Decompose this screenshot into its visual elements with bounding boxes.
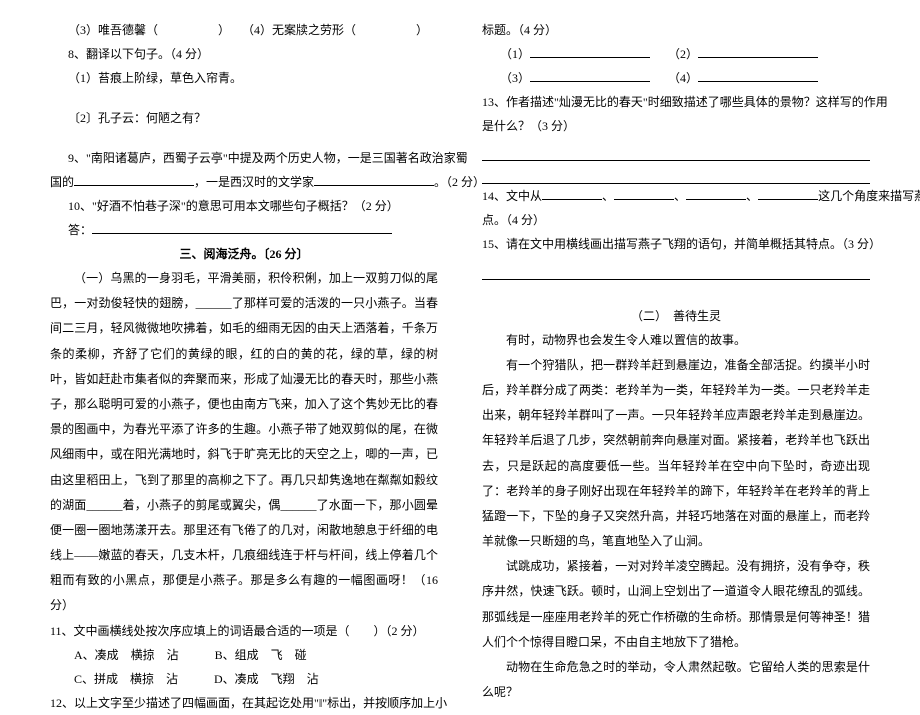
q13-b: 是什么？（3 分） (482, 114, 870, 138)
fill-2-label: （2） (674, 47, 698, 61)
q11-opts-ab: A、凑成 横掠 沾 B、组成 飞 碰 (50, 643, 438, 667)
fill-1-label: （1） (500, 47, 530, 61)
q12-fill-row2: （3） （4） (482, 66, 870, 90)
q11-opts-cd: C、拼成 横掠 沾 D、凑成 飞翔 沾 (50, 667, 438, 691)
blank (530, 70, 650, 82)
q10: 10、"好酒不怕巷子深"的意思可用本文哪些句子概括？（2 分） (50, 194, 438, 218)
q12-tail: 标题。（4 分） (482, 18, 870, 42)
q8-2: 〔2〕孔子云：何陋之有？ (50, 106, 438, 130)
title2: （二） 善待生灵 (482, 304, 870, 328)
answer-line (482, 260, 870, 279)
q12: 12、以上文字至少描述了四幅画面，在其起讫处用"‖"标出，并按顺序加上小 (50, 691, 438, 715)
p3: 试跳成功，紧接着，一对对羚羊凌空腾起。没有拥挤，没有争夺，秩序井然，快速飞跃。顿… (482, 554, 870, 655)
q8: 8、翻译以下句子。（4 分） (50, 42, 438, 66)
q8-1: （1）苔痕上阶绿，草色入帘青。 (50, 66, 438, 90)
q15: 15、请在文中用横线画出描写燕子飞翔的语句，并简单概括其特点。（3 分） (482, 232, 870, 256)
answer-line (482, 142, 870, 161)
passage1: （一）乌黑的一身羽毛，平滑美丽，积伶积俐，加上一双剪刀似的尾巴，一对劲俊轻快的翅… (50, 266, 438, 619)
blank (614, 188, 674, 200)
q14-tail: 这几个角度来描写燕子的特 (818, 189, 920, 203)
blank (758, 188, 818, 200)
p4: 动物在生命危急之时的举动，令人肃然起敬。它留给人类的思索是什么呢？ (482, 655, 870, 705)
q10-ans: 答： (50, 218, 438, 242)
q10-ans-label: 答： (68, 223, 92, 237)
blank (530, 46, 650, 58)
section3-title: 三、阅海泛舟。〔26 分〕 (50, 242, 438, 266)
q11: 11、文中画横线处按次序应填上的词语最合适的一项是（ ）（2 分） (50, 619, 438, 643)
blank (542, 188, 602, 200)
blank (698, 70, 818, 82)
sep: 、 (602, 189, 614, 203)
q9-b-pre: 国的 (50, 175, 74, 189)
blank (686, 188, 746, 200)
q14-pre: 14、文中从 (482, 189, 542, 203)
q9-b-mid: ，一是西汉时的文学家 (194, 175, 314, 189)
q14-a: 14、文中从、、、这几个角度来描写燕子的特 (482, 184, 870, 208)
sep: 、 (746, 189, 758, 203)
blank (92, 222, 392, 234)
q9-b: 国的，一是西汉时的文学家。（2 分） (50, 170, 438, 194)
answer-line (482, 165, 870, 184)
q9-a: 9、"南阳诸葛庐，西蜀子云亭"中提及两个历史人物，一是三国著名政治家蜀 (50, 146, 438, 170)
fill-4-label: （4） (674, 71, 698, 85)
q12-fill-row1: （1） （2） (482, 42, 870, 66)
p2: 有一个狩猎队，把一群羚羊赶到悬崖边，准备全部活捉。约摸半小时后，羚羊群分成了两类… (482, 353, 870, 555)
sep: 、 (674, 189, 686, 203)
q7-3: （3）唯吾德馨（ ） （4）无案牍之劳形（ ） (50, 18, 438, 42)
q14-b: 点。（4 分） (482, 208, 870, 232)
fill-3-label: （3） (500, 71, 530, 85)
q13-a: 13、作者描述"灿漫无比的春天"时细致描述了哪些具体的景物？这样写的作用 (482, 90, 870, 114)
blank (314, 174, 434, 186)
blank (698, 46, 818, 58)
blank (74, 174, 194, 186)
p2-l1: 有时，动物界也会发生令人难以置信的故事。 (482, 328, 870, 353)
